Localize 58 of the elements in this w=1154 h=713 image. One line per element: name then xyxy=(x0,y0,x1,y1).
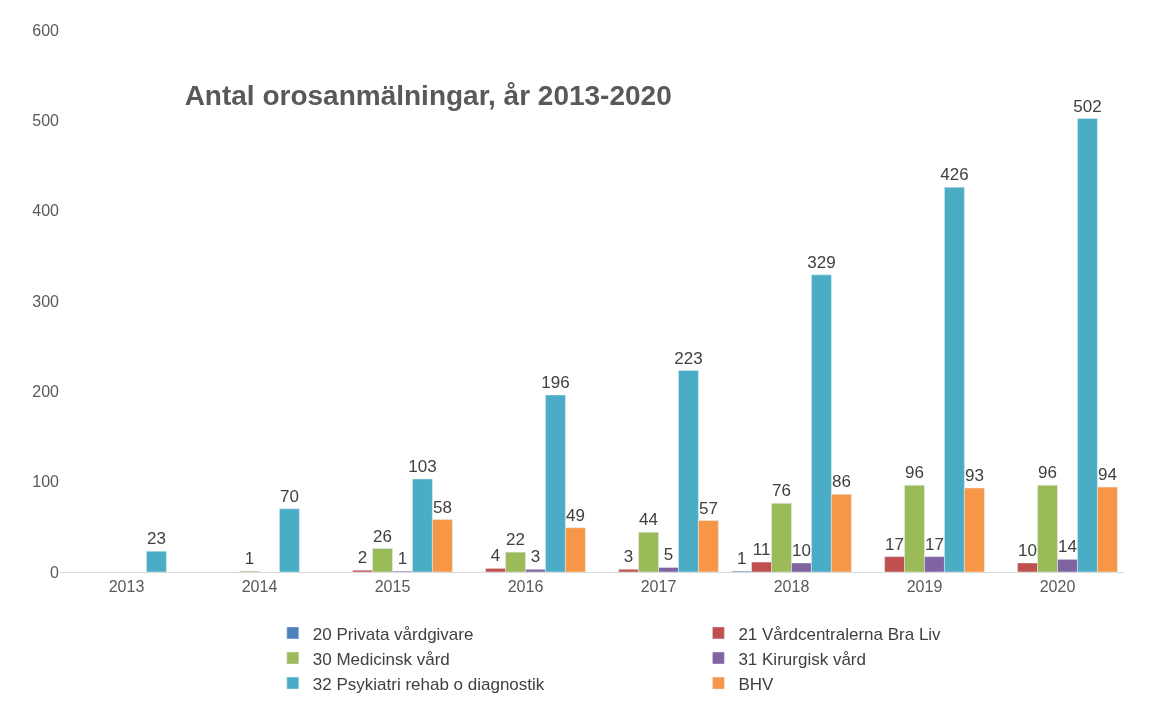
y-tick-label: 100 xyxy=(32,473,60,491)
data-label: 103 xyxy=(408,456,437,476)
legend-label: 32 Psykiatri rehab o diagnostik xyxy=(312,674,545,694)
data-label: 23 xyxy=(146,529,166,549)
data-label: 11 xyxy=(752,540,771,560)
data-label: 49 xyxy=(565,505,585,525)
y-tick-label: 500 xyxy=(32,111,60,129)
bar xyxy=(146,550,167,572)
data-label: 1 xyxy=(736,549,747,569)
legend-label: 20 Privata vårdgivare xyxy=(312,624,474,644)
data-label: 22 xyxy=(506,530,525,550)
x-tick-label: 2020 xyxy=(1039,578,1076,596)
data-label: 70 xyxy=(279,486,299,506)
data-label: 94 xyxy=(1097,465,1117,485)
data-label: 93 xyxy=(964,465,984,485)
legend-label: 21 Vårdcentralerna Bra Liv xyxy=(738,624,942,644)
y-tick-label: 300 xyxy=(32,292,60,310)
data-label: 426 xyxy=(940,165,969,185)
data-label: 96 xyxy=(905,463,924,483)
legend-label: 31 Kirurgisk vård xyxy=(738,649,866,669)
data-label: 10 xyxy=(1018,540,1038,560)
data-label: 5 xyxy=(663,545,674,565)
data-label: 86 xyxy=(831,472,851,492)
data-label: 1 xyxy=(397,549,408,569)
data-label: 14 xyxy=(1058,537,1077,557)
legend-label: 30 Medicinsk vård xyxy=(312,649,450,669)
data-label: 196 xyxy=(541,372,570,392)
data-label: 223 xyxy=(674,348,703,368)
data-label: 4 xyxy=(490,546,501,566)
data-label: 96 xyxy=(1038,463,1057,483)
data-label: 10 xyxy=(792,540,811,560)
data-label: 502 xyxy=(1073,96,1102,116)
data-label: 17 xyxy=(885,534,905,554)
data-label: 3 xyxy=(623,547,634,567)
y-tick-label: 200 xyxy=(32,382,60,400)
x-tick-label: 2017 xyxy=(640,578,677,596)
x-tick-label: 2019 xyxy=(906,578,943,596)
data-label: 58 xyxy=(432,497,452,517)
data-label: 26 xyxy=(373,526,392,546)
legend-label: BHV xyxy=(738,674,775,694)
y-tick-label: 600 xyxy=(32,21,60,39)
y-tick-label: 400 xyxy=(32,202,60,220)
data-label: 3 xyxy=(530,547,541,567)
data-label: 57 xyxy=(698,498,718,518)
y-tick-label: 0 xyxy=(50,563,60,581)
x-tick-label: 2013 xyxy=(108,578,145,596)
data-label: 17 xyxy=(925,534,944,554)
data-label: 44 xyxy=(639,510,658,530)
data-label: 329 xyxy=(807,252,836,272)
text: Antal orosanmälningar, år 2013-2020 xyxy=(184,80,672,112)
x-tick-label: 2014 xyxy=(241,578,278,596)
bar xyxy=(279,508,300,572)
data-label: 2 xyxy=(357,548,368,568)
x-tick-label: 2018 xyxy=(773,578,810,596)
x-tick-label: 2016 xyxy=(507,578,544,596)
data-label: 76 xyxy=(772,481,791,501)
x-tick-label: 2015 xyxy=(374,578,411,596)
data-label: 1 xyxy=(244,549,255,569)
